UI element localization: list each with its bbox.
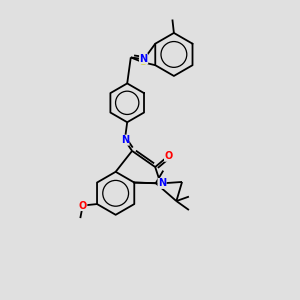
Text: N: N bbox=[158, 178, 166, 188]
Text: O: O bbox=[79, 200, 87, 211]
Text: N: N bbox=[121, 135, 129, 145]
Text: S: S bbox=[140, 57, 147, 67]
Text: N: N bbox=[140, 54, 148, 64]
Text: O: O bbox=[164, 151, 173, 161]
